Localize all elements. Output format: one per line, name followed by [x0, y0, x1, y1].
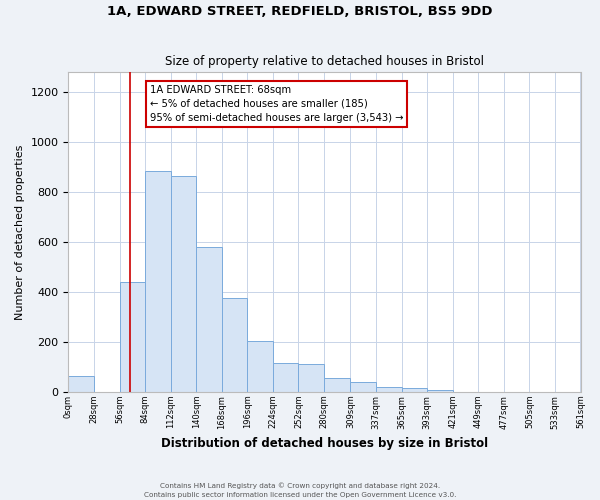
Bar [350, 382, 376, 392]
Text: Contains HM Land Registry data © Crown copyright and database right 2024.
Contai: Contains HM Land Registry data © Crown c… [144, 482, 456, 498]
Bar [222, 298, 247, 392]
Text: 1A, EDWARD STREET, REDFIELD, BRISTOL, BS5 9DD: 1A, EDWARD STREET, REDFIELD, BRISTOL, BS… [107, 5, 493, 18]
Text: 1A EDWARD STREET: 68sqm
← 5% of detached houses are smaller (185)
95% of semi-de: 1A EDWARD STREET: 68sqm ← 5% of detached… [149, 85, 403, 123]
Title: Size of property relative to detached houses in Bristol: Size of property relative to detached ho… [165, 56, 484, 68]
Y-axis label: Number of detached properties: Number of detached properties [15, 144, 25, 320]
Bar [119, 282, 145, 392]
Bar [376, 388, 401, 392]
Bar [170, 176, 196, 392]
Bar [196, 247, 222, 392]
Bar [68, 376, 94, 392]
Bar [427, 390, 453, 392]
Bar [247, 340, 273, 392]
Bar [324, 378, 350, 392]
Bar [273, 363, 298, 392]
Bar [145, 171, 170, 392]
Bar [401, 388, 427, 392]
Bar [298, 364, 324, 392]
X-axis label: Distribution of detached houses by size in Bristol: Distribution of detached houses by size … [161, 437, 488, 450]
